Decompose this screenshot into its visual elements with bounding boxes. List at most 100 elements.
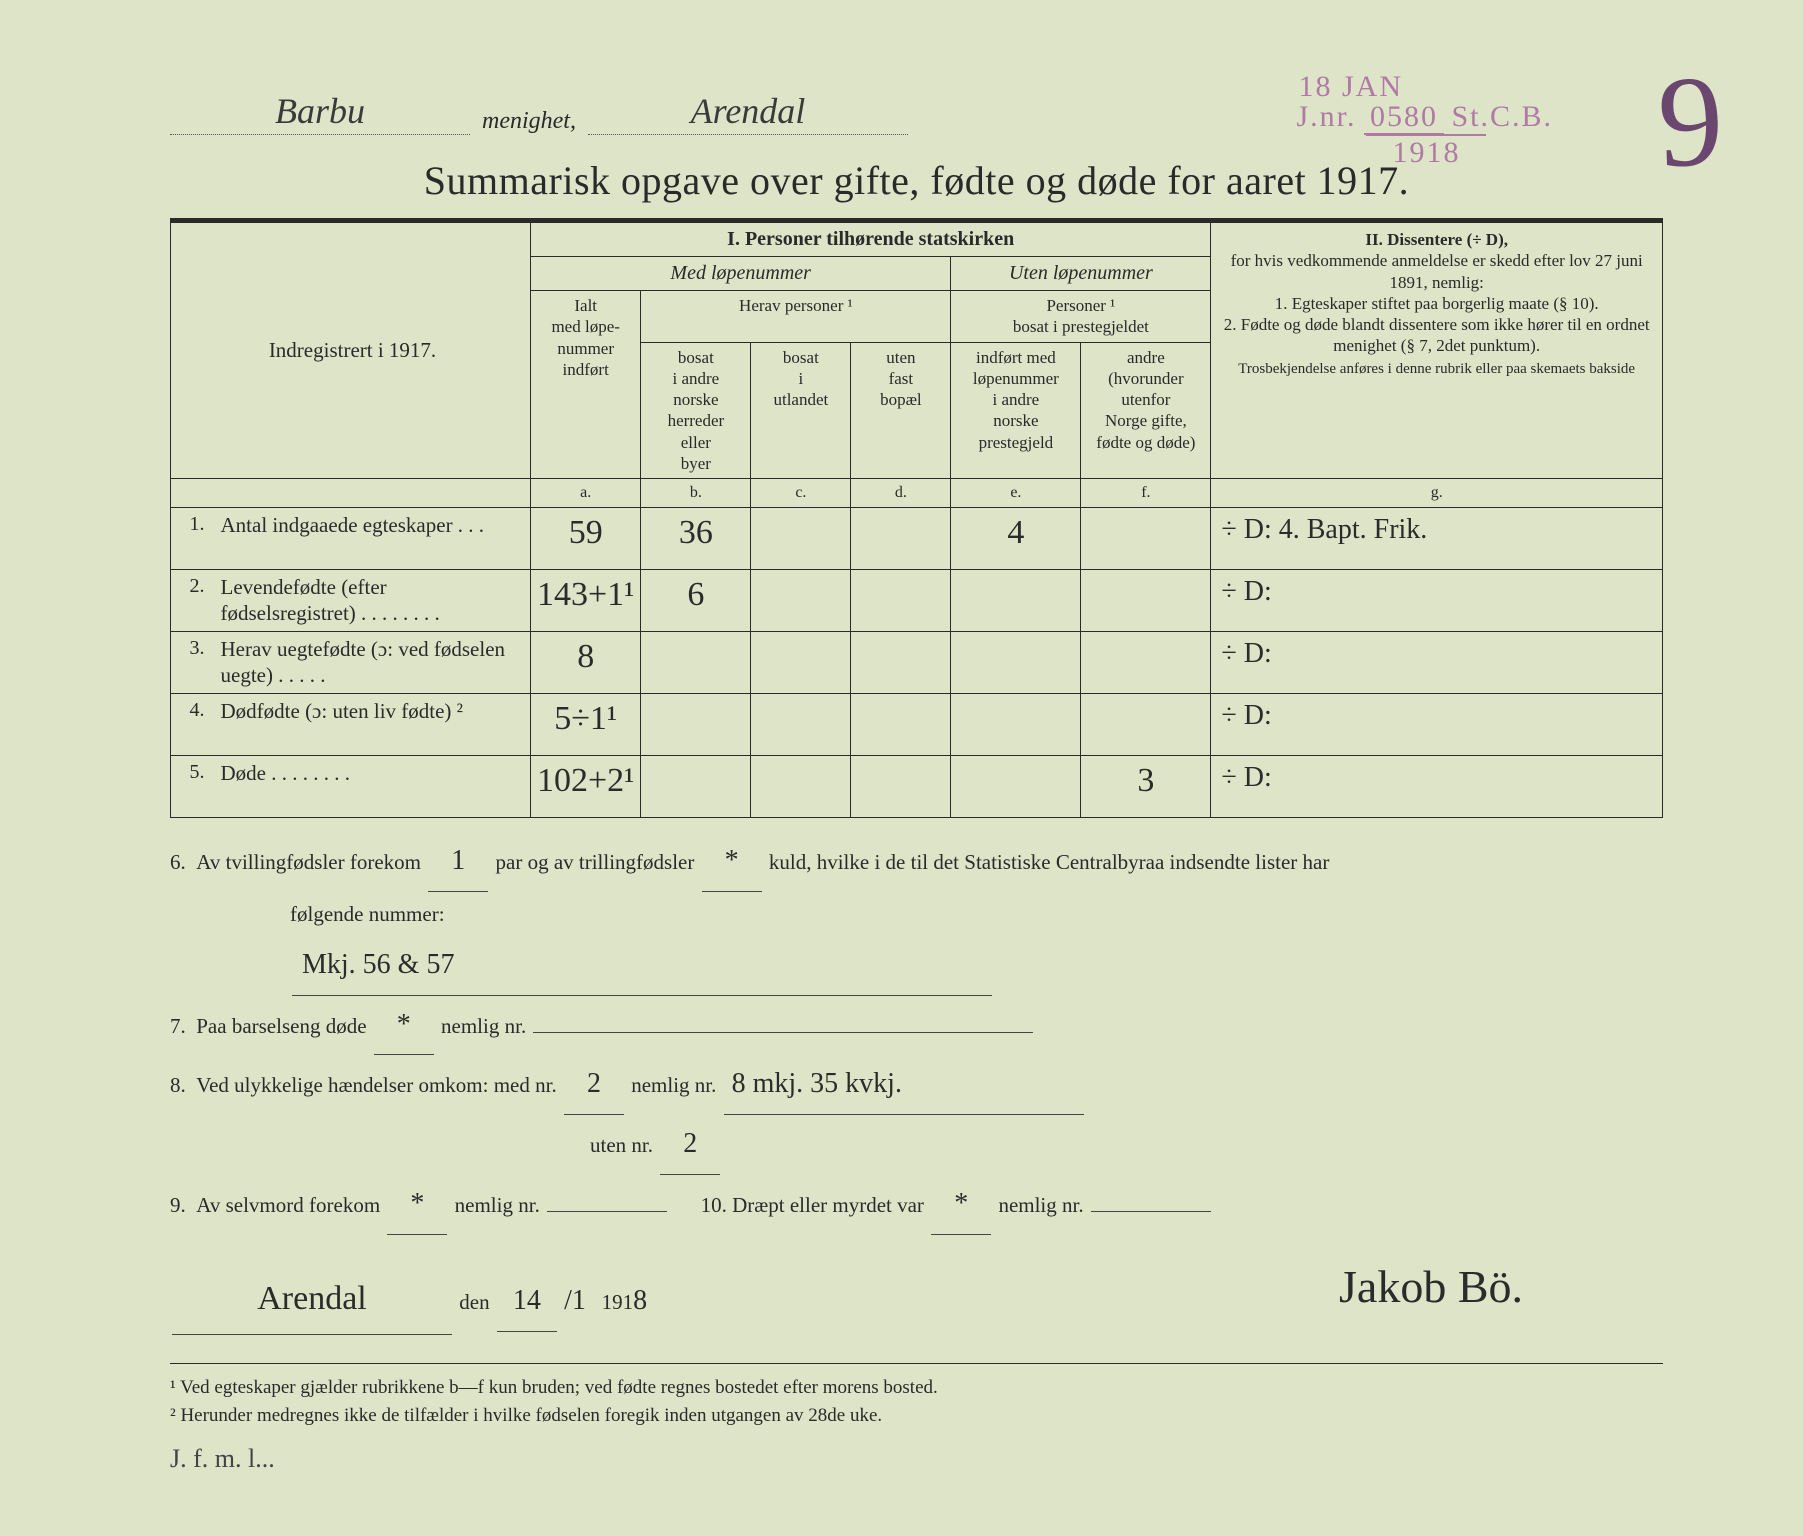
year-prefix: 191 (602, 1290, 634, 1314)
den-label: den (459, 1290, 489, 1314)
place-name: Arendal (588, 90, 908, 135)
l6c: kuld, hvilke i de til det Statistiske Ce… (769, 850, 1329, 874)
cell-g: ÷ D: (1211, 632, 1663, 694)
row-label: Dødfødte (ɔ: uten liv fødte) ² (211, 694, 531, 756)
l10: 10. Dræpt eller myrdet var (701, 1193, 924, 1217)
summary-table: Indregistrert i 1917. I. Personer tilhør… (170, 222, 1663, 818)
row-label: Herav uegtefødte (ɔ: ved fødselen uegte)… (211, 632, 531, 694)
row-num: 4. (171, 694, 211, 756)
cell-d (851, 694, 951, 756)
herav-head: Herav personer ¹ (641, 291, 951, 343)
l10b: nemlig nr. (998, 1193, 1083, 1217)
l7b: nemlig nr. (441, 1014, 526, 1038)
stamp-journal: J.nr. 0580 St.C.B. 1918 (1296, 100, 1553, 170)
table-row: 4.Dødfødte (ɔ: uten liv fødte) ²5÷1¹ ÷ D: (171, 694, 1663, 756)
cell-d (851, 632, 951, 694)
parish-name: Barbu (170, 90, 470, 135)
personer-head: Personer ¹ bosat i prestegjeldet (951, 291, 1211, 343)
cell-f (1081, 508, 1211, 570)
table-row: 5.Døde . . . . . . . .102+2¹3÷ D: (171, 756, 1663, 818)
letter-d: d. (851, 479, 951, 508)
cell-b (641, 632, 751, 694)
section-i-head: I. Personer tilhørende statskirken (531, 223, 1211, 257)
menighet-label: menighet, (482, 108, 576, 135)
cell-a: 59 (531, 508, 641, 570)
cell-g: ÷ D: (1211, 570, 1663, 632)
col-a-head: Ialt med løpe- nummer indført (531, 291, 641, 479)
stamp-jnr: 0580 (1364, 100, 1444, 135)
section-ii-item1: 1. Egteskaper stiftet paa borgerlig maat… (1275, 294, 1599, 313)
table-row: 3.Herav uegtefødte (ɔ: ved fødselen uegt… (171, 632, 1663, 694)
row-label: Døde . . . . . . . . (211, 756, 531, 818)
cell-c (751, 632, 851, 694)
cell-a: 102+2¹ (531, 756, 641, 818)
stamp-year: 1918 (1366, 134, 1486, 170)
l7-val: * (374, 996, 434, 1056)
year-last: 8 (633, 1285, 647, 1316)
cell-e (951, 694, 1081, 756)
sig-sep: /1 (564, 1285, 586, 1316)
l6b: par og av trillingfødsler (496, 850, 695, 874)
col-b-head: bosat i andre norske herreder eller byer (641, 342, 751, 479)
cell-g: ÷ D: (1211, 694, 1663, 756)
cell-f (1081, 632, 1211, 694)
med-head: Med løpenummer (531, 257, 951, 291)
table-row: 1.Antal indgaaede egteskaper . . .5936 4 ÷… (171, 508, 1663, 570)
section-ii-item2: 2. Fødte og døde blandt dissentere som i… (1224, 315, 1650, 355)
cell-e (951, 632, 1081, 694)
cell-d (851, 570, 951, 632)
footnotes: ¹ Ved egteskaper gjælder rubrikkene b—f … (170, 1363, 1663, 1477)
letter-g: g. (1211, 479, 1663, 508)
cell-e: 4 (951, 508, 1081, 570)
l7-nr (533, 1032, 1033, 1033)
cell-e (951, 570, 1081, 632)
cell-c (751, 508, 851, 570)
section-i-title: I. Personer tilhørende statskirken (727, 228, 1014, 250)
l8-med: 2 (564, 1055, 624, 1115)
sig-day: 14 (497, 1272, 557, 1332)
l8-uten: 2 (660, 1115, 720, 1175)
cell-c (751, 694, 851, 756)
row-num: 1. (171, 508, 211, 570)
left-label: Indregistrert i 1917. (171, 223, 531, 479)
letter-c: c. (751, 479, 851, 508)
cell-b: 36 (641, 508, 751, 570)
cell-d (851, 756, 951, 818)
row-label: Antal indgaaede egteskaper . . . (211, 508, 531, 570)
cell-g: ÷ D: 4. Bapt. Frik. (1211, 508, 1663, 570)
cell-a: 8 (531, 632, 641, 694)
page-number-nine: 9 (1656, 69, 1725, 175)
footnote-2: ² Herunder medregnes ikke de tilfælder i… (170, 1402, 1663, 1430)
cell-f (1081, 570, 1211, 632)
stamp-jnr-prefix: J.nr. (1296, 100, 1356, 133)
col-e-head: indført med løpenummer i andre norske pr… (951, 342, 1081, 479)
l9b: nemlig nr. (455, 1193, 540, 1217)
row-label: Levendefødte (efter fødselsregistret) . … (211, 570, 531, 632)
letter-e: e. (951, 479, 1081, 508)
l7: Paa barselseng døde (196, 1014, 366, 1038)
stamp-date: 18 JAN (1298, 70, 1403, 104)
margin-note: J. f. m. l... (170, 1440, 1663, 1478)
uten-head: Uten løpenummer (951, 257, 1211, 291)
footnote-1: ¹ Ved egteskaper gjælder rubrikkene b—f … (170, 1374, 1663, 1402)
section-ii-title: II. Dissentere (÷ D), (1365, 230, 1508, 249)
cell-b (641, 756, 751, 818)
col-d-head: uten fast bopæl (851, 342, 951, 479)
stamp-suffix: St.C.B. (1451, 100, 1553, 133)
l8: Ved ulykkelige hændelser omkom: med nr. (196, 1073, 556, 1097)
letter-f: f. (1081, 479, 1211, 508)
twin-numbers: Mkj. 56 & 57 (292, 936, 992, 996)
cell-b (641, 694, 751, 756)
twin-count: 1 (428, 832, 488, 892)
l6a: Av tvillingfødsler forekom (196, 850, 421, 874)
cell-a: 5÷1¹ (531, 694, 641, 756)
l6d: følgende nummer: (290, 902, 445, 926)
section-ii: II. Dissentere (÷ D), for hvis vedkommen… (1211, 223, 1663, 479)
cell-e (951, 756, 1081, 818)
cell-c (751, 756, 851, 818)
letter-a: a. (531, 479, 641, 508)
table-row: 2.Levendefødte (efter fødselsregistret) … (171, 570, 1663, 632)
l10-val: * (931, 1175, 991, 1235)
section-ii-small: Trosbekjendelse anføres i denne rubrik e… (1238, 361, 1635, 377)
l9-nr (547, 1211, 667, 1212)
